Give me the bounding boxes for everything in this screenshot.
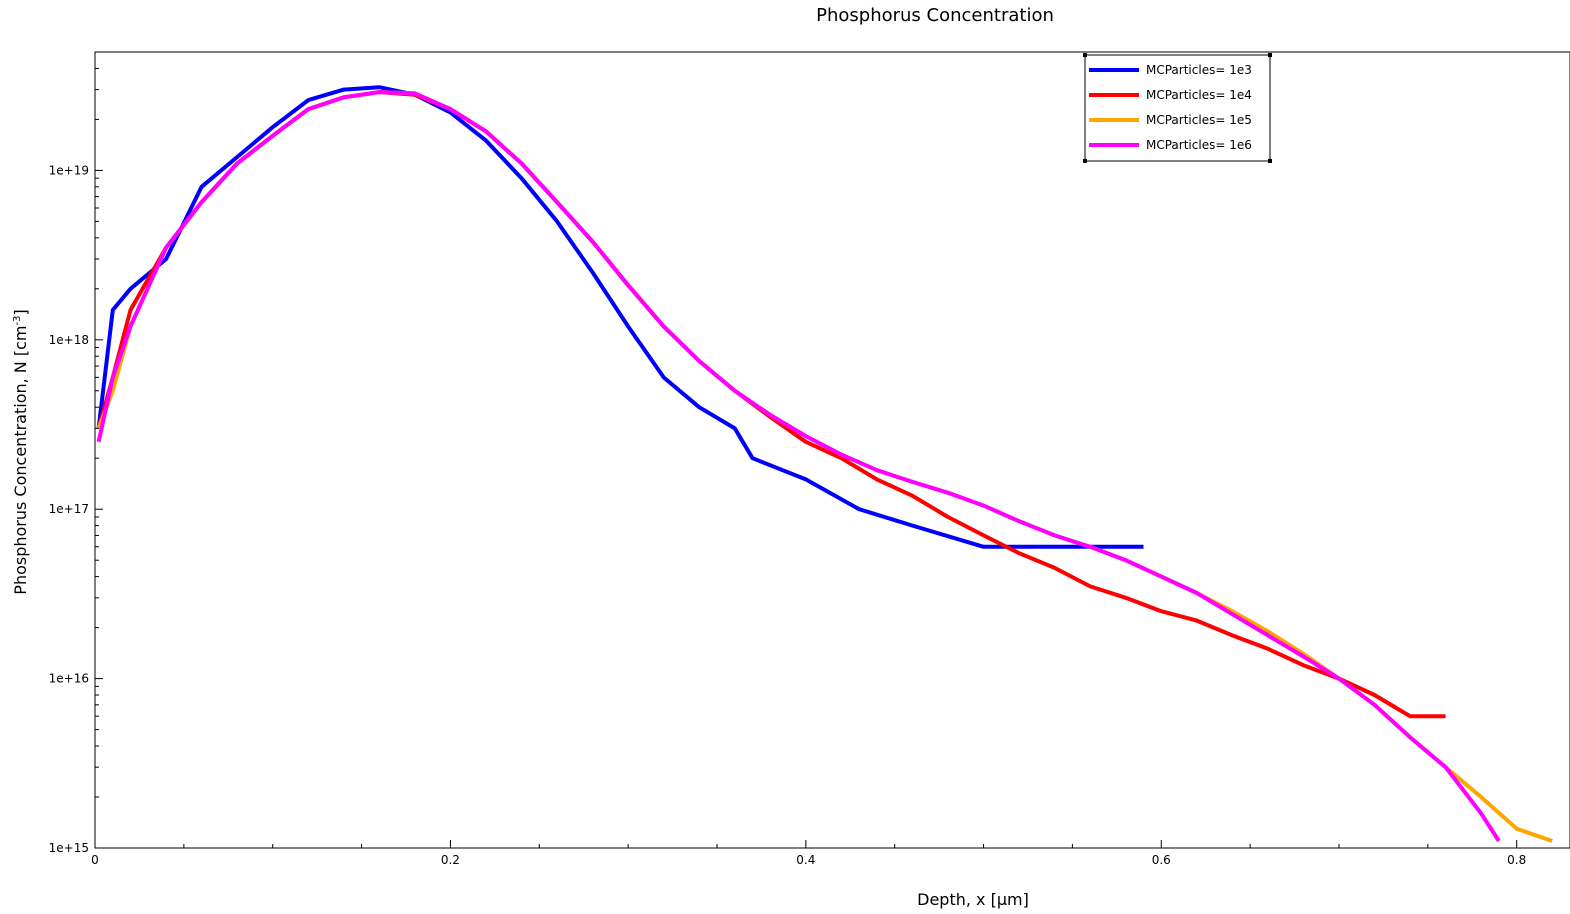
chart-title: Phosphorus Concentration <box>816 5 1054 26</box>
legend-corner-marker <box>1268 159 1272 163</box>
legend-corner-marker <box>1083 53 1087 57</box>
legend-label: MCParticles= 1e5 <box>1146 113 1252 127</box>
y-tick-label: 1e+16 <box>49 672 89 686</box>
x-axis-title: Depth, x [µm] <box>917 890 1029 909</box>
y-tick-label: 1e+15 <box>49 841 89 855</box>
y-tick-label: 1e+19 <box>49 163 89 177</box>
legend-corner-marker <box>1083 159 1087 163</box>
x-tick-label: 0.8 <box>1507 853 1526 867</box>
legend-corner-marker <box>1268 53 1272 57</box>
x-tick-label: 0.2 <box>441 853 460 867</box>
y-axis-title-end: ] <box>11 309 30 315</box>
legend-label: MCParticles= 1e4 <box>1146 88 1252 102</box>
series-line-1 <box>96 85 1144 549</box>
legend: MCParticles= 1e3 MCParticles= 1e4 MCPartic… <box>1083 53 1272 163</box>
y-tick-label: 1e+17 <box>49 502 89 516</box>
y-tick-label: 1e+18 <box>49 333 89 347</box>
x-tick-label: 0.4 <box>796 853 815 867</box>
legend-label: MCParticles= 1e6 <box>1146 138 1252 152</box>
y-axis-title-main: Phosphorus Concentration, N [cm <box>11 326 30 595</box>
series-line-4 <box>96 90 1501 843</box>
x-axis: 0 0.2 0.4 0.6 0.8 <box>91 840 1526 867</box>
series-layer <box>96 85 1553 843</box>
y-axis-title-superscript: -3 <box>12 316 23 326</box>
y-axis: 1e+15 1e+16 1e+17 1e+18 1e+19 <box>49 51 103 855</box>
x-tick-label: 0.6 <box>1152 853 1171 867</box>
y-axis-title: Phosphorus Concentration, N [cm-3] <box>11 309 30 594</box>
series-line-3 <box>96 90 1553 843</box>
x-tick-label: 0 <box>91 853 99 867</box>
plot-frame <box>94 51 1570 849</box>
legend-label: MCParticles= 1e3 <box>1146 63 1252 77</box>
